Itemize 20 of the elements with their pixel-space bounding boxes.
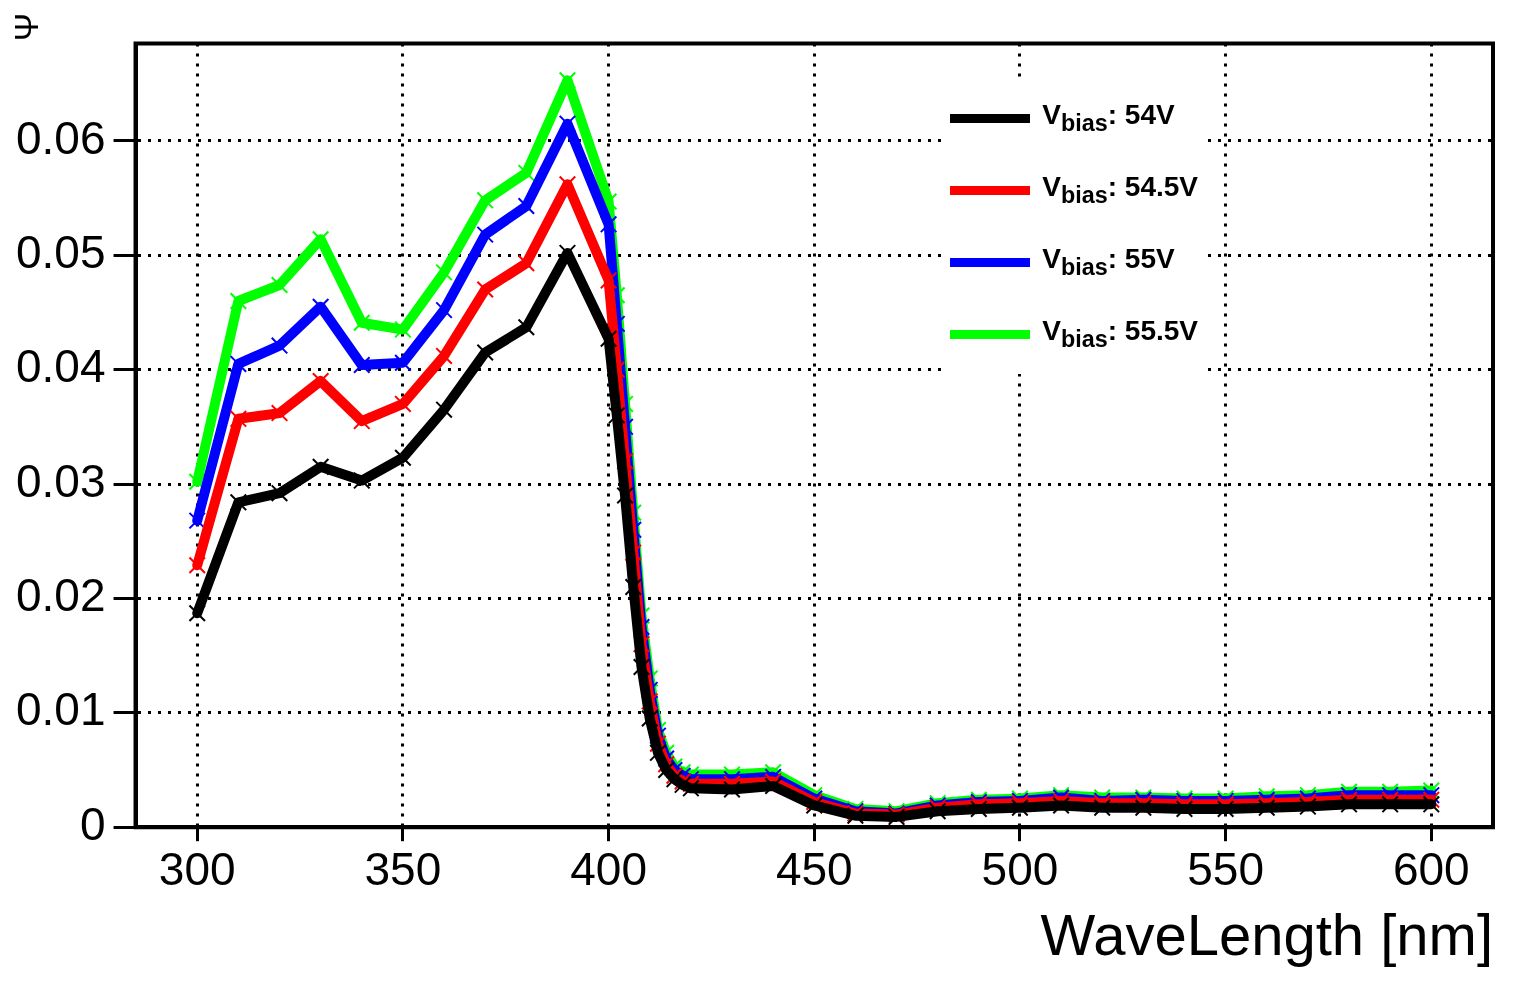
y-tick-label: 0.01 [16,683,106,736]
y-axis-title: Ψ [7,12,46,42]
legend-label: V$_{bias}$: 55.5V [1042,315,1198,353]
legend-label: V$_{bias}$: 54V [1042,99,1175,137]
y-tick-label: 0.05 [16,225,106,278]
x-tick-label: 350 [364,843,442,896]
y-tick-label: 0 [79,797,106,850]
legend-label: V$_{bias}$: 54.5V [1042,171,1198,209]
x-tick-label: 400 [570,843,647,896]
y-tick-label: 0.03 [16,454,106,507]
x-tick-label: 600 [1392,843,1470,896]
y-tick-label: 0.04 [16,340,106,393]
x-tick-label: 300 [158,843,236,896]
x-axis-title: WaveLength [nm] [1040,902,1493,968]
x-tick-label: 550 [1187,843,1264,896]
x-tick-label: 500 [981,843,1059,896]
x-tick-label: 450 [775,843,853,896]
y-tick-label: 0.06 [16,111,106,164]
legend-label: V$_{bias}$: 55V [1042,243,1175,281]
y-tick-label: 0.02 [16,569,106,622]
